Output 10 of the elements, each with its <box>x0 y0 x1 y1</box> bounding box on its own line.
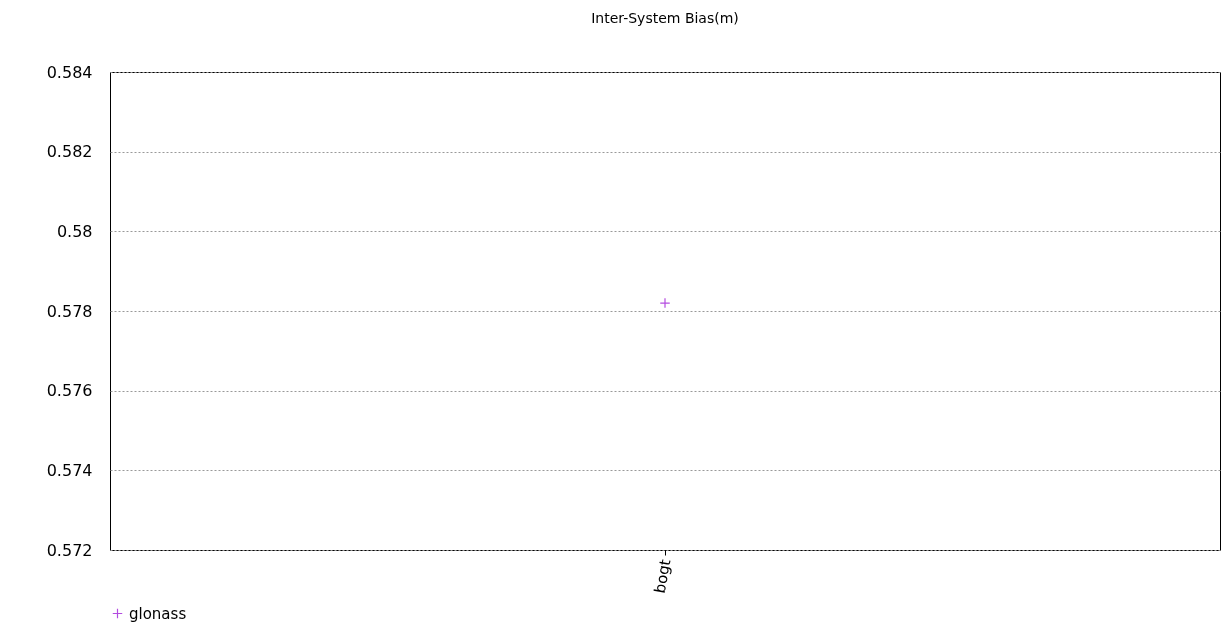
chart-title: Inter-System Bias(m) <box>591 10 739 26</box>
legend-label: glonass <box>129 604 187 623</box>
y-tick-label: 0.582 <box>46 142 93 162</box>
y-tick-label: 0.576 <box>46 381 93 401</box>
y-tick-label: 0.572 <box>46 540 93 560</box>
y-tick-label: 0.58 <box>56 221 93 241</box>
y-tick-label: 0.578 <box>46 301 93 321</box>
x-tick-label: bogt <box>650 557 675 595</box>
y-tick-label: 0.584 <box>46 62 93 82</box>
y-tick-label: 0.574 <box>46 460 93 480</box>
